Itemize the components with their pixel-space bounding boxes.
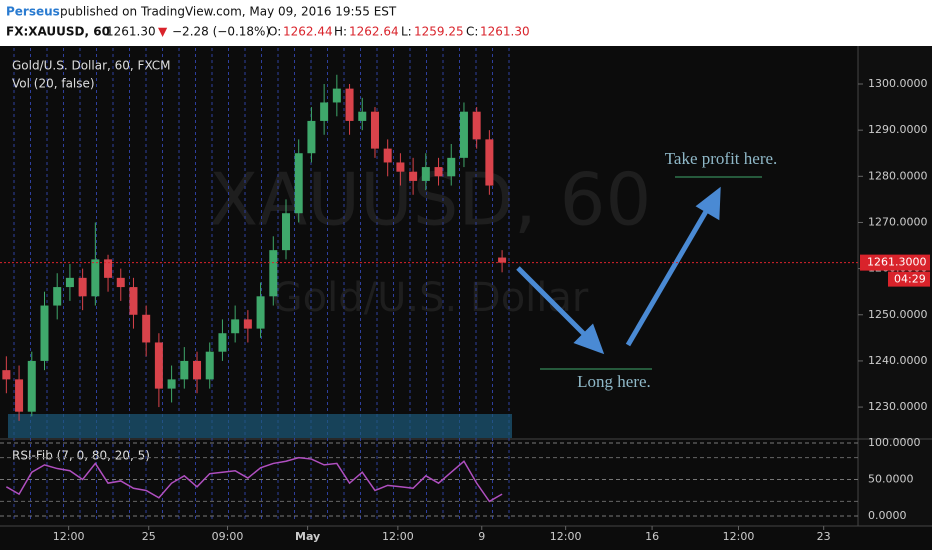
quote: FX:XAUUSD, 60 1261.30 ▼ −2.28 (−0.18%) O… bbox=[6, 25, 530, 39]
y-tick-label: 1280.0000 bbox=[868, 169, 928, 182]
y-tick-label: 1300.0000 bbox=[868, 77, 928, 90]
x-tick-label: 9 bbox=[478, 530, 485, 543]
header-bg bbox=[0, 0, 932, 46]
candle-body bbox=[2, 370, 11, 380]
candle-body bbox=[142, 314, 151, 343]
y-tick-label: 1270.0000 bbox=[868, 215, 928, 228]
x-tick-label: 25 bbox=[142, 530, 156, 543]
x-tick-label: 12:00 bbox=[550, 530, 582, 543]
watermark: XAUUSD, 60 bbox=[209, 158, 652, 242]
candle-body bbox=[447, 157, 456, 177]
candle-body bbox=[459, 111, 468, 158]
countdown: 04:29 bbox=[894, 273, 926, 286]
last: 1261.30 bbox=[106, 25, 156, 39]
y-tick-label: 1240.0000 bbox=[868, 354, 928, 367]
l-label: L: bbox=[401, 25, 412, 39]
direction: ▼ bbox=[158, 25, 168, 39]
candle-body bbox=[421, 167, 430, 181]
x-tick-label: 16 bbox=[645, 530, 659, 543]
c: 1261.30 bbox=[480, 25, 530, 39]
candle-body bbox=[332, 88, 341, 103]
candle-body bbox=[345, 88, 354, 121]
arrowhead bbox=[573, 323, 605, 355]
session-lines bbox=[13, 48, 510, 522]
candle-body bbox=[269, 250, 278, 297]
c-label: C: bbox=[466, 25, 478, 39]
countdown-tag bbox=[888, 271, 930, 287]
x-tick-label: 12:00 bbox=[723, 530, 755, 543]
candle-body bbox=[243, 319, 252, 329]
y-tick-label: 1250.0000 bbox=[868, 308, 928, 321]
y-tick-label: 1230.0000 bbox=[868, 400, 928, 413]
candle-body bbox=[104, 259, 113, 278]
candle-body bbox=[27, 360, 36, 412]
candle-body bbox=[65, 277, 74, 288]
candle-body bbox=[294, 153, 303, 214]
rsi-line bbox=[5, 456, 503, 503]
arrow-down[interactable] bbox=[516, 266, 590, 340]
candle-body bbox=[282, 213, 290, 251]
change: −2.28 (−0.18%) bbox=[172, 25, 270, 39]
candle-body bbox=[193, 360, 202, 380]
drawings[interactable] bbox=[516, 186, 721, 355]
last-price-label: 1261.3000 bbox=[867, 256, 927, 269]
published: published on TradingView.com, May 09, 20… bbox=[60, 5, 397, 19]
candle-body bbox=[472, 111, 481, 140]
author[interactable]: Perseus bbox=[6, 5, 60, 19]
y-tick-label: 1290.0000 bbox=[868, 123, 928, 136]
candle-body bbox=[40, 305, 49, 361]
l: 1259.25 bbox=[414, 25, 464, 39]
series-title: Gold/U.S. Dollar, 60, FXCM bbox=[12, 59, 171, 73]
symbol: FX:XAUUSD, 60 bbox=[6, 25, 110, 39]
x-tick-label: 12:00 bbox=[53, 530, 85, 543]
watermark-sub: Gold/U.S. Dollar bbox=[272, 275, 589, 321]
candle-body bbox=[434, 167, 443, 177]
o: 1262.44 bbox=[283, 25, 333, 39]
candle-body bbox=[167, 379, 176, 389]
candle-body bbox=[78, 277, 87, 297]
y-tick-label: 50.0000 bbox=[868, 473, 914, 486]
candle-body bbox=[409, 171, 418, 181]
candle-body bbox=[370, 111, 379, 149]
volume-title: Vol (20, false) bbox=[12, 77, 95, 91]
x-tick-label: May bbox=[295, 530, 320, 543]
candle-body bbox=[218, 333, 227, 352]
candle-body bbox=[256, 296, 265, 329]
candle-body bbox=[383, 148, 392, 163]
candle-body bbox=[205, 351, 214, 380]
arrowhead bbox=[695, 186, 721, 221]
annotation: Take profit here. bbox=[665, 149, 778, 168]
x-tick-label: 12:00 bbox=[382, 530, 414, 543]
h: 1262.64 bbox=[349, 25, 399, 39]
x-tick-label: 23 bbox=[817, 530, 831, 543]
candle-body bbox=[396, 162, 405, 172]
candle-body bbox=[15, 379, 24, 412]
candle-body bbox=[154, 342, 163, 389]
rsi-title: RSI-Fib (7, 0, 80, 20, 5) bbox=[12, 449, 150, 463]
x-tick-label: 09:00 bbox=[212, 530, 244, 543]
candle-body bbox=[231, 319, 240, 334]
candle-body bbox=[358, 111, 367, 121]
candle-body bbox=[91, 259, 100, 297]
arrow-up[interactable] bbox=[625, 206, 711, 347]
candle-body bbox=[180, 360, 189, 380]
candle-body bbox=[53, 287, 62, 306]
volume-strip bbox=[8, 414, 512, 438]
annotation: Long here. bbox=[577, 372, 651, 391]
candle-body bbox=[116, 277, 125, 288]
candle-body bbox=[307, 120, 316, 154]
h-label: H: bbox=[334, 25, 347, 39]
o-label: O: bbox=[268, 25, 281, 39]
candle-body bbox=[498, 257, 507, 263]
candle-body bbox=[485, 139, 494, 186]
candle-body bbox=[320, 102, 329, 121]
y-tick-label: 0.0000 bbox=[868, 509, 907, 522]
last-price-tag bbox=[860, 254, 930, 271]
y-tick-label: 100.0000 bbox=[868, 436, 921, 449]
candle-body bbox=[129, 287, 138, 315]
